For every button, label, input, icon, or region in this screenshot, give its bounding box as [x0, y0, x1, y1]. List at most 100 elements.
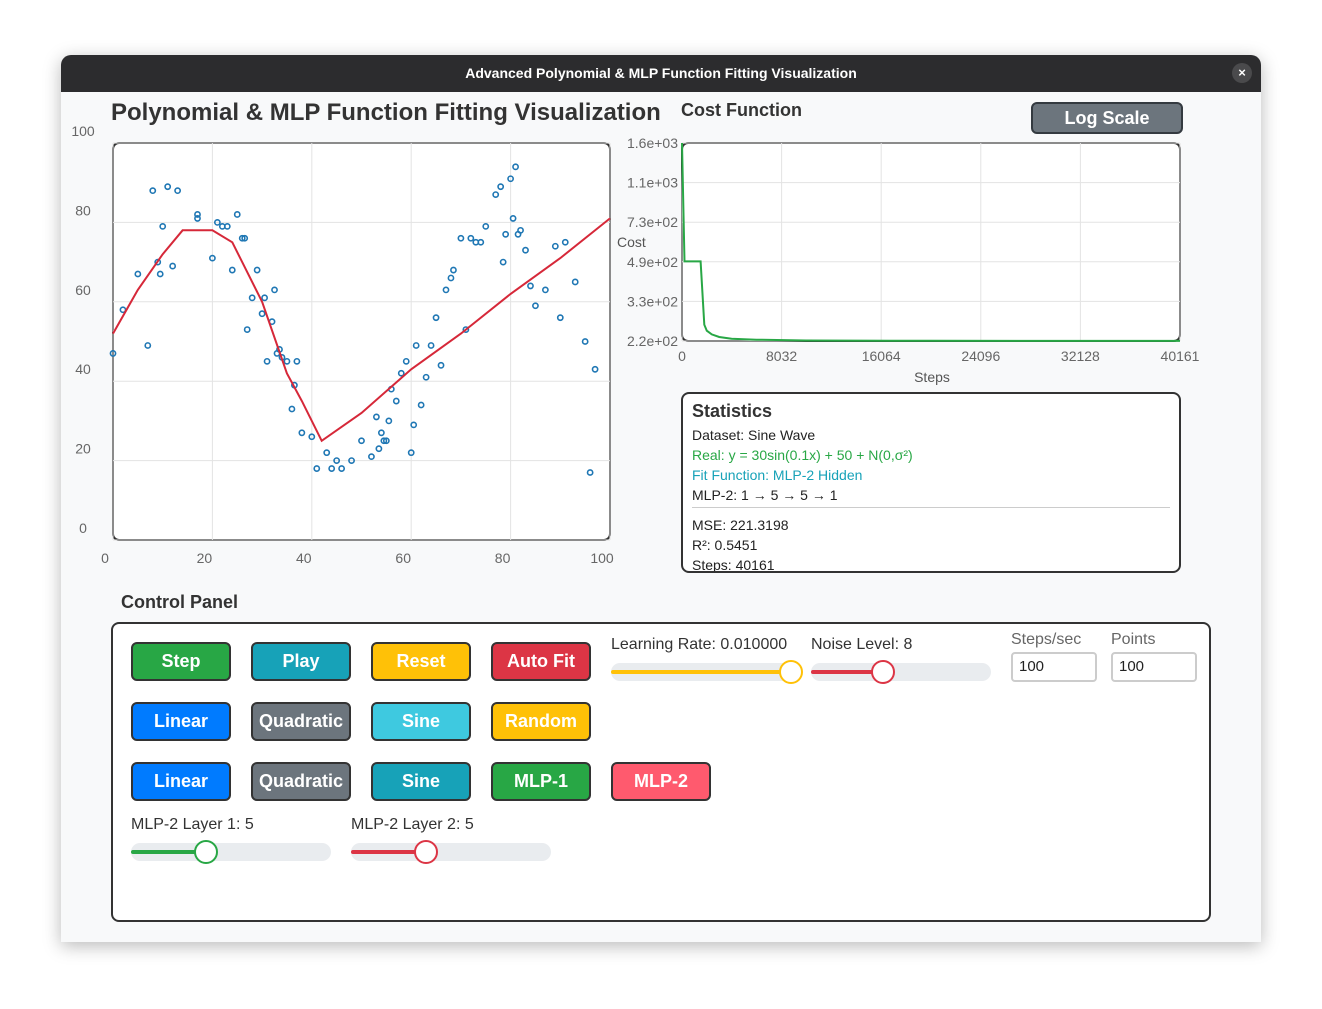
close-icon[interactable]: × — [1232, 63, 1252, 83]
fit-mlp2-button[interactable]: MLP-2 — [611, 762, 711, 801]
x-tick-label: 20 — [197, 550, 213, 566]
data-point — [263, 357, 271, 365]
dataset-linear-button[interactable]: Linear — [131, 702, 231, 741]
data-point — [457, 234, 465, 242]
data-point — [482, 222, 490, 230]
layer2-slider[interactable] — [351, 840, 551, 864]
data-point — [328, 465, 336, 472]
fit-sine-button[interactable]: Sine — [371, 762, 471, 801]
data-point — [442, 286, 450, 294]
steps-per-sec-input[interactable]: 100 — [1011, 652, 1097, 682]
cost-x-tick-label: 32128 — [1061, 348, 1100, 364]
data-point — [507, 175, 514, 183]
data-point — [392, 397, 400, 405]
x-tick-label: 40 — [296, 550, 312, 566]
data-point — [375, 445, 383, 453]
control-panel-title: Control Panel — [121, 592, 239, 612]
fit-chart-ticks: 0 20 40 60 80 100 0 20 40 60 80 100 — [71, 123, 614, 566]
stat-r2: R²: 0.5451 — [692, 537, 758, 553]
data-point — [462, 326, 470, 333]
cost-title: Cost Function — [681, 100, 802, 120]
data-point — [194, 215, 201, 222]
data-point — [532, 302, 539, 310]
window-title: Advanced Polynomial & MLP Function Fitti… — [465, 65, 857, 81]
fit-mlp1-button[interactable]: MLP-1 — [491, 762, 591, 801]
cost-y-tick-label: 7.3e+02 — [627, 214, 678, 230]
data-point — [427, 342, 435, 349]
cost-x-axis-label: Steps — [914, 369, 950, 385]
data-point — [509, 215, 517, 222]
auto-fit-button[interactable]: Auto Fit — [491, 642, 591, 681]
cost-chart: 0 8032 16064 24096 32128 40161 2.2e+02 3.3e+02 4… — [617, 135, 1200, 385]
learning-rate-fill — [611, 670, 791, 674]
play-button[interactable]: Play — [251, 642, 351, 681]
cost-y-tick-label: 4.9e+02 — [627, 254, 678, 270]
data-point — [517, 226, 524, 234]
data-point — [323, 449, 331, 457]
y-tick-label: 20 — [75, 441, 91, 457]
dataset-random-button[interactable]: Random — [491, 702, 591, 741]
fit-quadratic-button[interactable]: Quadratic — [251, 762, 351, 801]
x-tick-label: 60 — [395, 550, 411, 566]
data-point — [134, 270, 142, 278]
data-point — [169, 262, 177, 270]
dataset-sine-button[interactable]: Sine — [371, 702, 471, 741]
data-point — [164, 183, 172, 191]
data-point — [293, 357, 301, 365]
data-point — [154, 258, 162, 266]
learning-rate-slider[interactable] — [611, 660, 803, 684]
noise-level-slider[interactable] — [811, 660, 991, 684]
stat-steps: Steps: 40161 — [692, 557, 775, 573]
data-point — [591, 365, 599, 373]
data-point — [238, 234, 246, 242]
data-point — [422, 373, 430, 381]
data-point — [194, 211, 201, 218]
dataset-quadratic-button[interactable]: Quadratic — [251, 702, 351, 741]
layer1-thumb[interactable] — [194, 840, 218, 864]
data-point — [213, 218, 221, 226]
y-tick-label: 60 — [75, 282, 91, 298]
data-point — [333, 457, 341, 464]
data-point — [447, 274, 455, 282]
x-tick-label: 80 — [495, 550, 511, 566]
log-scale-button[interactable]: Log Scale — [1031, 102, 1183, 134]
learning-rate-thumb[interactable] — [779, 660, 803, 684]
data-point — [243, 326, 251, 333]
data-point — [208, 254, 216, 262]
step-button[interactable]: Step — [131, 642, 231, 681]
cost-chart-series — [681, 142, 1180, 342]
data-point — [109, 350, 117, 357]
layer2-thumb[interactable] — [414, 840, 438, 864]
data-point — [450, 266, 457, 274]
y-tick-label: 100 — [71, 123, 95, 139]
data-point — [308, 433, 316, 441]
y-tick-label: 0 — [79, 520, 87, 536]
noise-level-thumb[interactable] — [871, 660, 895, 684]
data-point — [467, 234, 475, 242]
learning-rate-label: Learning Rate: 0.010000 — [611, 636, 788, 653]
control-panel: Step Play Reset Auto Fit Learning Rate: … — [111, 622, 1211, 922]
data-point — [174, 187, 182, 195]
data-point — [571, 278, 579, 286]
points-input[interactable]: 100 — [1111, 652, 1197, 682]
data-point — [283, 357, 291, 365]
data-point — [377, 429, 385, 437]
data-point — [497, 183, 505, 191]
data-point — [261, 294, 268, 302]
y-tick-label: 40 — [75, 361, 91, 377]
layer2-label: MLP-2 Layer 2: 5 — [351, 816, 474, 833]
fit-linear-button[interactable]: Linear — [131, 762, 231, 801]
data-point — [512, 163, 519, 171]
cost-chart-frame — [681, 142, 1181, 342]
cost-x-tick-label: 8032 — [766, 348, 797, 364]
layer1-slider[interactable] — [131, 840, 331, 864]
data-point — [402, 357, 410, 365]
data-point — [271, 286, 278, 294]
data-point — [248, 294, 256, 302]
noise-level-label: Noise Level: 8 — [811, 636, 913, 653]
data-point — [477, 238, 485, 246]
data-point — [586, 469, 594, 476]
reset-button[interactable]: Reset — [371, 642, 471, 681]
fit-chart[interactable]: 0 20 40 60 80 100 0 20 40 60 80 100 — [61, 92, 641, 582]
layer1-fill — [131, 850, 206, 854]
